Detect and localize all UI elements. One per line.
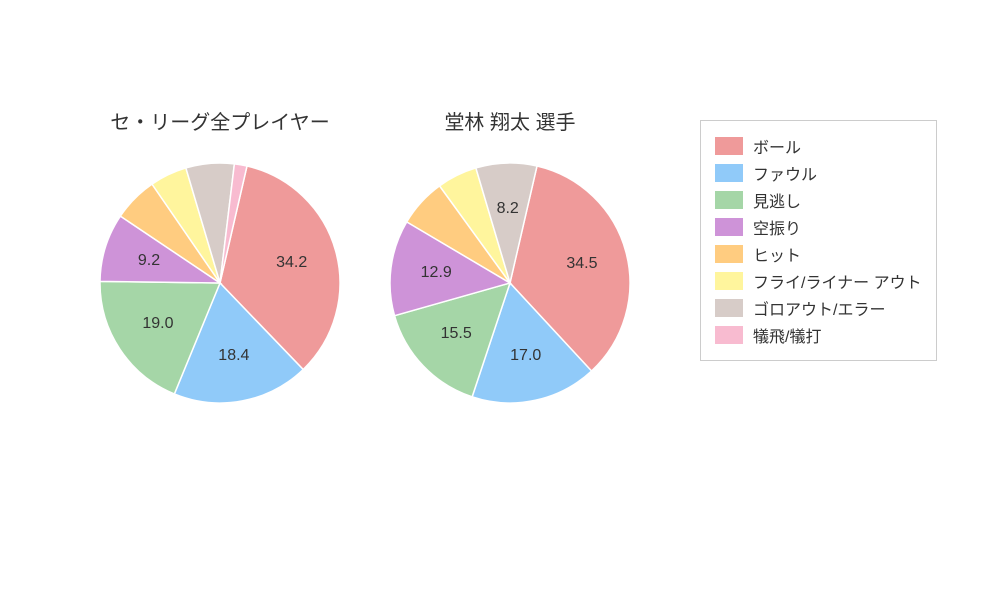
legend-item-4: ヒット bbox=[715, 242, 922, 266]
legend-swatch-1 bbox=[715, 164, 743, 182]
legend-swatch-0 bbox=[715, 137, 743, 155]
legend-swatch-2 bbox=[715, 191, 743, 209]
legend-label-7: 犠飛/犠打 bbox=[753, 323, 821, 347]
legend-swatch-4 bbox=[715, 245, 743, 263]
legend-swatch-7 bbox=[715, 326, 743, 344]
chart-stage: セ・リーグ全プレイヤー 34.218.419.09.2 堂林 翔太 選手 34.517… bbox=[0, 0, 1000, 600]
legend: ボールファウル見逃し空振りヒットフライ/ライナー アウトゴロアウト/エラー犠飛/… bbox=[700, 120, 937, 361]
legend-label-1: ファウル bbox=[753, 161, 817, 185]
legend-item-6: ゴロアウト/エラー bbox=[715, 296, 922, 320]
pie-league-title: セ・リーグ全プレイヤー bbox=[100, 106, 340, 135]
legend-item-5: フライ/ライナー アウト bbox=[715, 269, 922, 293]
legend-item-1: ファウル bbox=[715, 161, 922, 185]
legend-label-5: フライ/ライナー アウト bbox=[753, 269, 922, 293]
legend-item-3: 空振り bbox=[715, 215, 922, 239]
legend-swatch-5 bbox=[715, 272, 743, 290]
pie-league: セ・リーグ全プレイヤー 34.218.419.09.2 bbox=[100, 106, 340, 403]
legend-item-0: ボール bbox=[715, 134, 922, 158]
legend-label-6: ゴロアウト/エラー bbox=[753, 296, 885, 320]
legend-label-0: ボール bbox=[753, 134, 801, 158]
legend-swatch-3 bbox=[715, 218, 743, 236]
legend-item-7: 犠飛/犠打 bbox=[715, 323, 922, 347]
legend-label-2: 見逃し bbox=[753, 188, 801, 212]
pie-player: 堂林 翔太 選手 34.517.015.512.98.2 bbox=[390, 106, 630, 403]
legend-item-2: 見逃し bbox=[715, 188, 922, 212]
pie-player-title: 堂林 翔太 選手 bbox=[390, 106, 630, 135]
legend-swatch-6 bbox=[715, 299, 743, 317]
pie-player-canvas: 34.517.015.512.98.2 bbox=[390, 163, 630, 403]
pie-league-canvas: 34.218.419.09.2 bbox=[100, 163, 340, 403]
legend-label-4: ヒット bbox=[753, 242, 801, 266]
legend-label-3: 空振り bbox=[753, 215, 801, 239]
